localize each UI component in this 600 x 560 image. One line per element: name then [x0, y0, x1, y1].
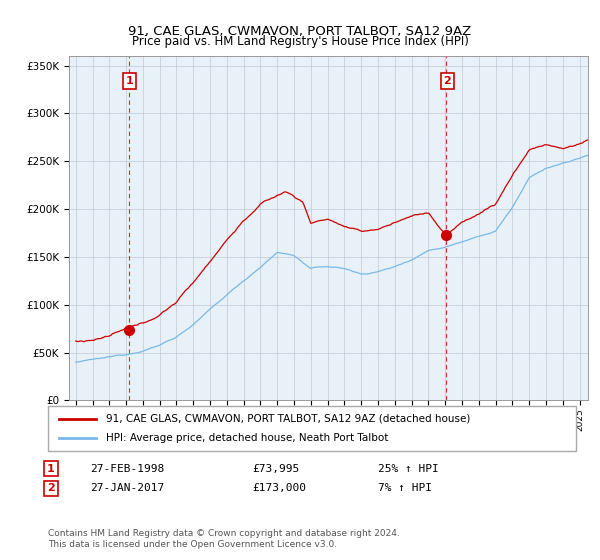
Text: 1: 1 [47, 464, 55, 474]
FancyBboxPatch shape [48, 406, 576, 451]
Text: 91, CAE GLAS, CWMAVON, PORT TALBOT, SA12 9AZ (detached house): 91, CAE GLAS, CWMAVON, PORT TALBOT, SA12… [106, 413, 470, 423]
Text: HPI: Average price, detached house, Neath Port Talbot: HPI: Average price, detached house, Neat… [106, 433, 388, 444]
Text: 25% ↑ HPI: 25% ↑ HPI [378, 464, 439, 474]
Text: Contains HM Land Registry data © Crown copyright and database right 2024.
This d: Contains HM Land Registry data © Crown c… [48, 529, 400, 549]
Text: 7% ↑ HPI: 7% ↑ HPI [378, 483, 432, 493]
Text: 27-JAN-2017: 27-JAN-2017 [90, 483, 164, 493]
Text: Price paid vs. HM Land Registry's House Price Index (HPI): Price paid vs. HM Land Registry's House … [131, 35, 469, 48]
Text: £73,995: £73,995 [252, 464, 299, 474]
Text: 2: 2 [47, 483, 55, 493]
Text: 2: 2 [443, 76, 451, 86]
Text: 27-FEB-1998: 27-FEB-1998 [90, 464, 164, 474]
Text: £173,000: £173,000 [252, 483, 306, 493]
Text: 91, CAE GLAS, CWMAVON, PORT TALBOT, SA12 9AZ: 91, CAE GLAS, CWMAVON, PORT TALBOT, SA12… [128, 25, 472, 38]
Text: 1: 1 [125, 76, 133, 86]
